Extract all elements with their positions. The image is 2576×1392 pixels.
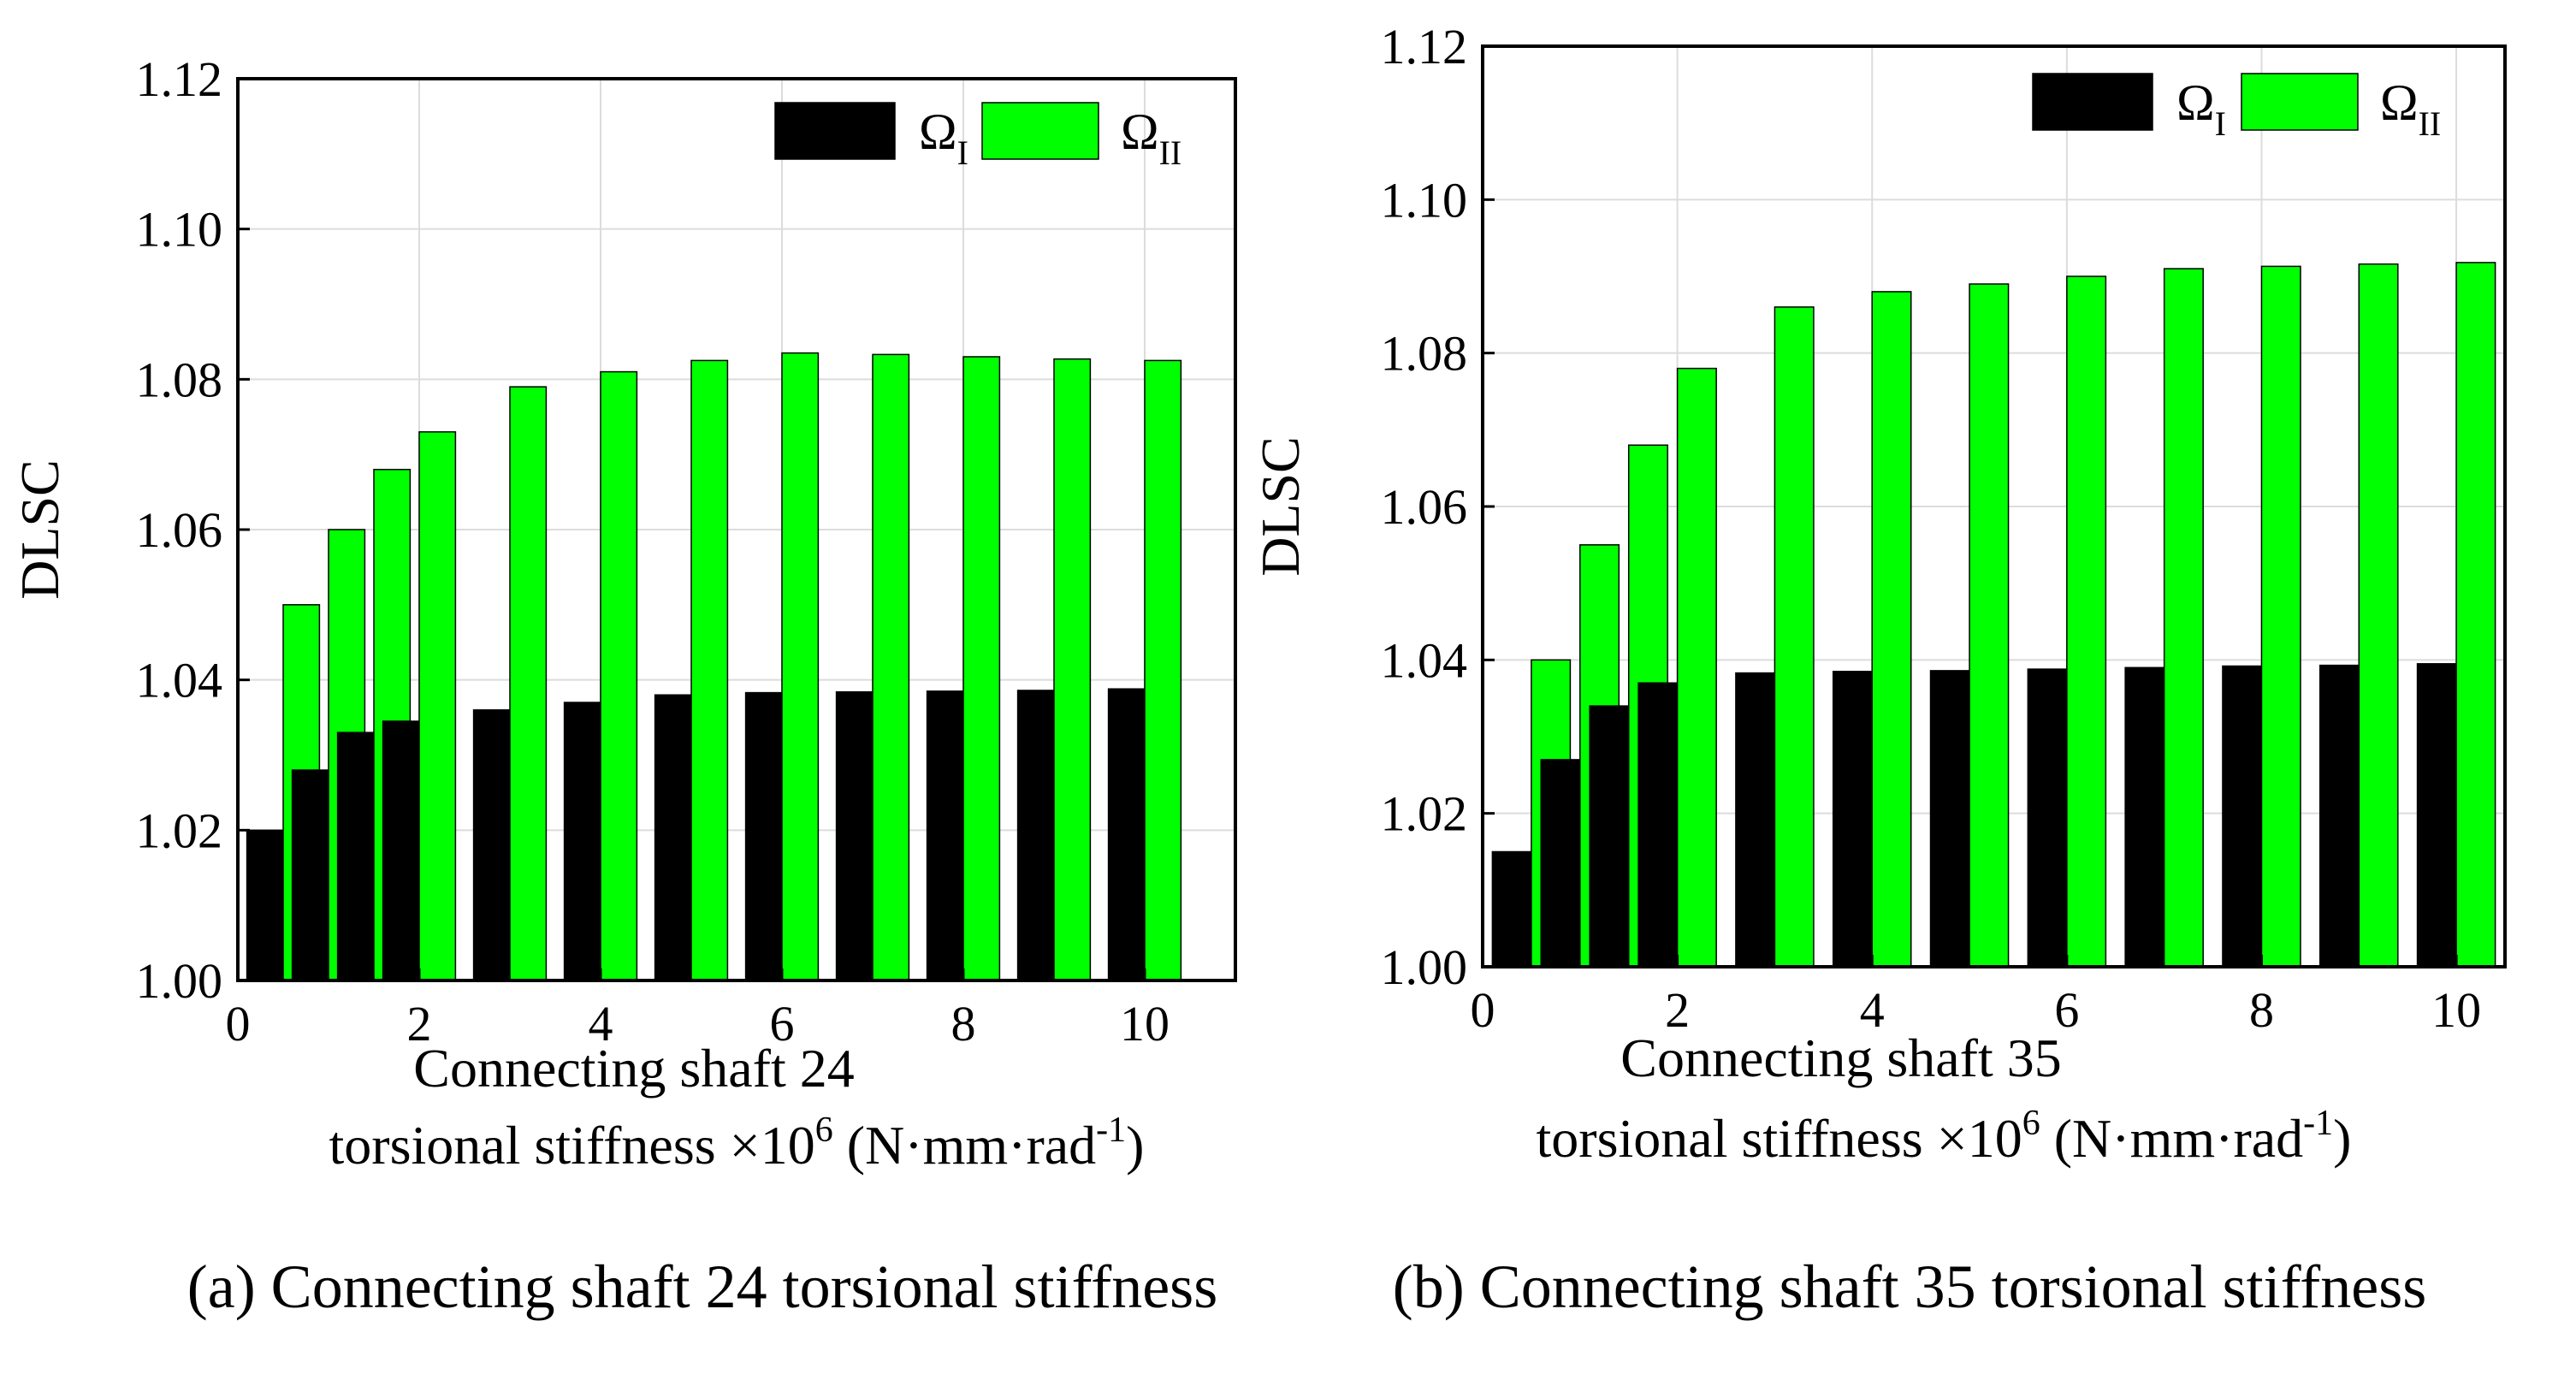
x-tick-label: 8 — [951, 996, 976, 1051]
bar-omega-i — [472, 709, 511, 981]
bar-omega-i — [336, 732, 375, 981]
y-tick-label: 1.00 — [136, 953, 223, 1009]
y-tick-label: 1.08 — [136, 352, 223, 407]
x-axis-title-units: (N·mm·rad — [833, 1115, 1096, 1176]
bar-omega-ii — [2358, 263, 2399, 968]
x-axis-title-line1: Connecting shaft 35 — [1620, 1028, 2061, 1088]
bar-omega-ii — [1969, 283, 2010, 968]
chart-a: 1.00 1.02 1.04 1.06 1.08 1.10 1.12 0 2 4 6 8 10 DLSC C… — [9, 51, 1237, 1321]
x-axis-title-units-exponent: -1 — [2303, 1104, 2333, 1143]
bar-omega-i — [291, 769, 329, 981]
bar-omega-i — [1491, 850, 1532, 968]
x-tick-label: 2 — [1665, 982, 1690, 1038]
bar-omega-i — [1735, 672, 1776, 968]
bar-omega-ii — [872, 353, 910, 981]
y-tick-label: 1.08 — [1381, 326, 1468, 382]
legend-label-omega-ii: ΩII — [2380, 74, 2441, 143]
x-axis-title-units-exponent: -1 — [1096, 1111, 1126, 1150]
y-tick-label: 1.06 — [1381, 479, 1468, 535]
x-axis-title-suffix: ) — [1126, 1115, 1144, 1176]
y-tick-label: 1.04 — [1381, 632, 1468, 688]
bar-omega-ii — [2260, 265, 2301, 968]
bar-omega-i — [926, 690, 964, 981]
bar-omega-i — [835, 690, 873, 981]
bar-omega-i — [2416, 663, 2457, 968]
bar-omega-i — [1540, 759, 1581, 968]
bar-omega-i — [1016, 690, 1055, 981]
y-tick-label: 1.04 — [136, 653, 223, 708]
bar-omega-i — [1107, 688, 1146, 981]
figure-caption: (b) Connecting shaft 35 torsional stiffn… — [1393, 1253, 2427, 1321]
x-tick-label: 10 — [2431, 982, 2481, 1038]
legend-swatch-omega-ii — [2241, 73, 2359, 131]
legend-label-omega-i: ΩI — [919, 104, 968, 172]
x-axis-title-prefix: torsional stiffness ×10 — [1537, 1108, 2022, 1169]
x-axis-title-line2: torsional stiffness ×106 (N·mm·rad-1) — [329, 1111, 1145, 1176]
bar-omega-i — [1637, 682, 1679, 968]
bar-omega-i — [744, 691, 783, 981]
y-tick-label: 1.12 — [1381, 19, 1468, 74]
legend: ΩI ΩII — [774, 102, 1181, 172]
bar-omega-ii — [1871, 291, 1912, 968]
legend-swatch-omega-i — [774, 102, 896, 160]
legend-label-omega-i: ΩI — [2176, 74, 2226, 143]
bar-omega-i — [2124, 666, 2165, 968]
y-tick-label: 1.10 — [136, 202, 223, 258]
legend-swatch-omega-i — [2032, 73, 2153, 131]
bar-omega-i — [382, 720, 420, 981]
figure-caption: (a) Connecting shaft 24 torsional stiffn… — [187, 1253, 1217, 1321]
bar-omega-ii — [418, 431, 457, 981]
bar-omega-ii — [1053, 358, 1092, 981]
x-tick-label: 8 — [2249, 982, 2274, 1038]
legend: ΩI ΩII — [2032, 73, 2441, 143]
y-axis-title: DLSC — [9, 459, 70, 600]
bar-omega-i — [246, 829, 284, 981]
x-axis-title-exponent: 6 — [815, 1111, 833, 1150]
bar-omega-ii — [1676, 367, 1717, 968]
bar-omega-ii — [509, 386, 548, 981]
bar-omega-i — [1832, 671, 1873, 968]
bar-omega-i — [563, 702, 601, 981]
bar-omega-i — [654, 694, 692, 981]
y-tick-label: 1.00 — [1381, 939, 1468, 995]
x-tick-label: 10 — [1120, 996, 1170, 1051]
x-axis-title-suffix: ) — [2333, 1108, 2351, 1169]
x-tick-label: 4 — [589, 996, 613, 1051]
bar-omega-ii — [1774, 306, 1815, 968]
bar-omega-ii — [2455, 262, 2496, 968]
bar-omega-ii — [1144, 359, 1182, 981]
bar-omega-i — [1929, 670, 1970, 968]
y-tick-label: 1.10 — [1381, 172, 1468, 228]
y-tick-label: 1.02 — [136, 803, 223, 858]
x-axis-title-line2: torsional stiffness ×106 (N·mm·rad-1) — [1537, 1104, 2352, 1169]
y-axis-title: DLSC — [1250, 436, 1311, 577]
x-tick-label: 2 — [407, 996, 432, 1051]
bar-omega-ii — [2163, 268, 2204, 968]
x-axis-title-prefix: torsional stiffness ×10 — [329, 1115, 815, 1176]
x-tick-label: 0 — [226, 996, 251, 1051]
x-axis-title-exponent: 6 — [2022, 1104, 2040, 1143]
bar-omega-ii — [781, 352, 820, 981]
x-tick-label: 0 — [1471, 982, 1495, 1038]
legend-swatch-omega-ii — [981, 102, 1099, 160]
bar-omega-ii — [600, 370, 638, 981]
y-tick-label: 1.06 — [136, 502, 223, 558]
bar-omega-i — [2222, 665, 2263, 968]
x-tick-label: 6 — [2054, 982, 2079, 1038]
x-axis-title-line1: Connecting shaft 24 — [413, 1038, 854, 1099]
chart-b: 1.00 1.02 1.04 1.06 1.08 1.10 1.12 0 2 4 6 8 10 DLSC C… — [1250, 19, 2507, 1321]
bar-omega-ii — [962, 356, 1001, 981]
x-axis-title-units: (N·mm·rad — [2040, 1108, 2303, 1169]
x-tick-label: 6 — [770, 996, 795, 1051]
legend-label-omega-ii: ΩII — [1121, 104, 1181, 172]
y-tick-label: 1.02 — [1381, 786, 1468, 842]
bar-omega-ii — [690, 359, 729, 981]
bar-omega-i — [2027, 668, 2068, 968]
bar-omega-i — [1589, 705, 1630, 968]
x-tick-label: 4 — [1860, 982, 1885, 1038]
bar-omega-i — [2319, 664, 2360, 968]
y-tick-label: 1.12 — [136, 51, 223, 107]
bar-omega-ii — [2066, 275, 2107, 968]
